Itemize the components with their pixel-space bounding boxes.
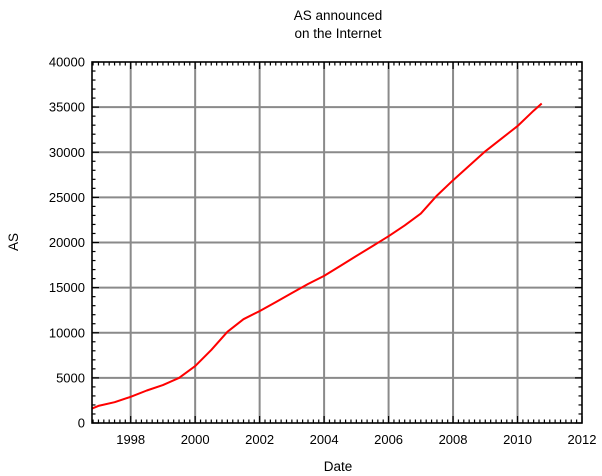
tick-labels: 0 5000 10000 15000 20000 25000 30000 35000 40000… [49, 55, 597, 448]
x-axis-label: Date [324, 459, 353, 474]
x-tick-label: 2000 [181, 432, 210, 447]
x-tick-label: 2004 [310, 432, 339, 447]
y-tick-label: 30000 [49, 145, 85, 160]
data-series [91, 102, 543, 410]
tick-marks [92, 61, 583, 424]
x-tick-label: 2012 [568, 432, 597, 447]
x-tick-label: 2006 [374, 432, 403, 447]
y-tick-label: 15000 [49, 280, 85, 295]
y-tick-label: 25000 [49, 190, 85, 205]
y-tick-label: 10000 [49, 325, 85, 340]
y-tick-label: 20000 [49, 235, 85, 250]
y-tick-label: 35000 [49, 100, 85, 115]
x-tick-label: 2002 [245, 432, 274, 447]
y-tick-label: 5000 [56, 370, 85, 385]
y-tick-label: 40000 [49, 55, 85, 70]
x-tick-label: 1998 [116, 432, 145, 447]
grid-lines [92, 62, 582, 423]
chart-title-line-2: on the Internet [294, 26, 381, 41]
x-tick-label: 2010 [503, 432, 532, 447]
x-tick-label: 2008 [439, 432, 468, 447]
y-axis-label: AS [6, 233, 21, 251]
chart-title-line-1: AS announced [294, 8, 383, 23]
y-tick-label: 0 [78, 416, 85, 431]
series-line [91, 102, 543, 410]
